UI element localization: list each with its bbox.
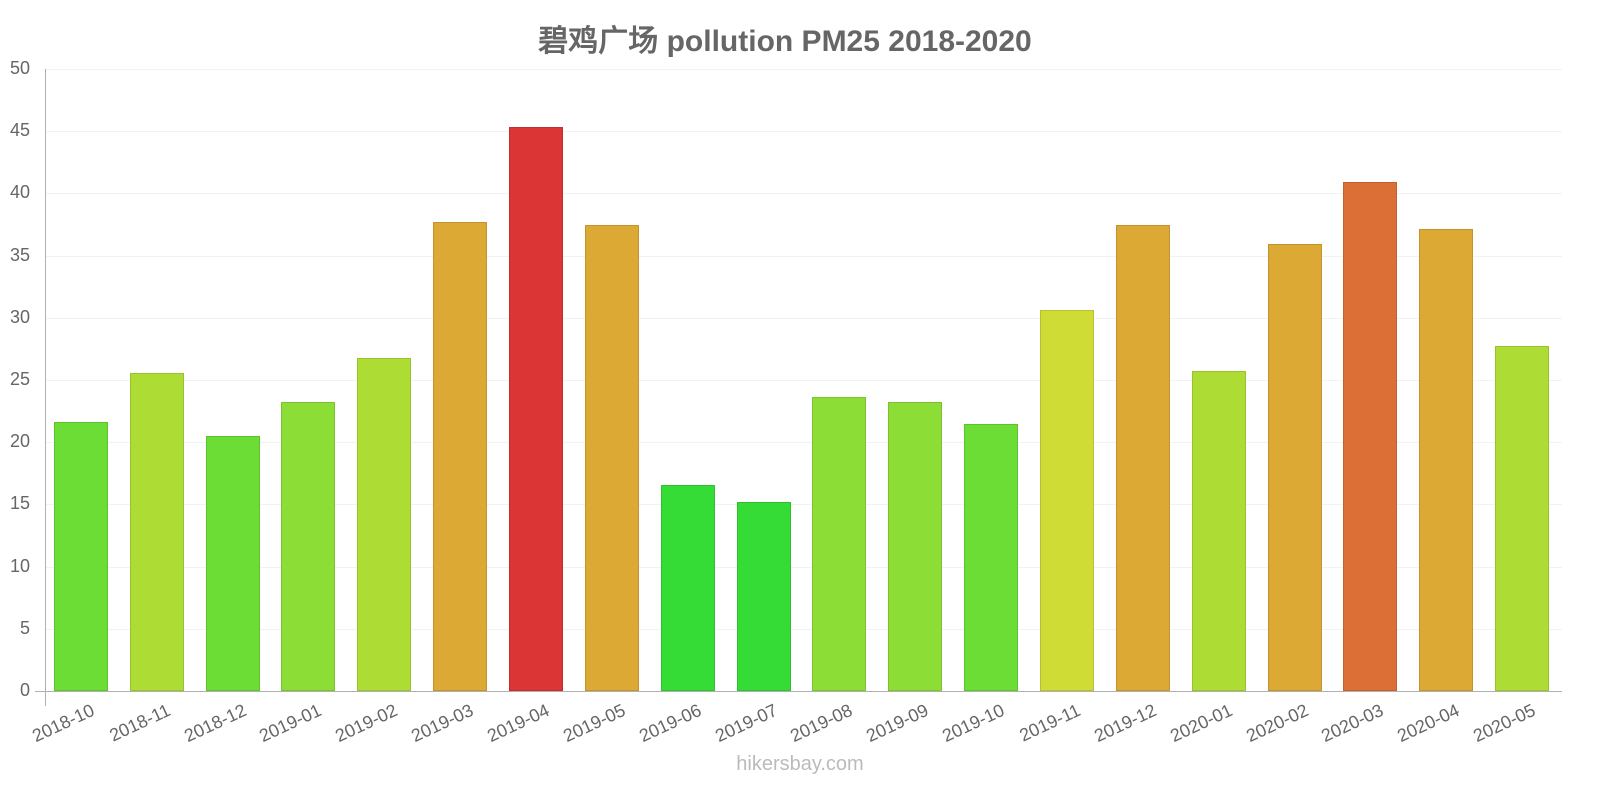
bar-2020-05[interactable] (1495, 346, 1550, 691)
x-tick-label: 2019-10 (939, 700, 1008, 747)
bar-2019-03[interactable] (433, 222, 488, 691)
bar-2019-04[interactable] (509, 127, 564, 691)
x-tick-label: 2020-04 (1394, 700, 1463, 747)
y-tick-label: 25 (9, 369, 30, 389)
gridline (45, 193, 1562, 195)
x-tick-label: 2018-11 (106, 700, 174, 746)
y-tick-label: 35 (9, 244, 30, 265)
bar-2020-01[interactable] (1191, 371, 1246, 691)
bar-2019-01[interactable] (281, 402, 336, 691)
x-tick-label: 2020-03 (1318, 700, 1387, 747)
x-axis-line (35, 691, 1562, 692)
plot-area (45, 69, 1562, 692)
x-tick-label: 2019-05 (560, 700, 629, 747)
x-tick-label: 2019-08 (787, 700, 856, 747)
bar-2020-03[interactable] (1343, 182, 1398, 691)
gridline (45, 504, 1562, 506)
x-tick-label: 2020-02 (1242, 700, 1311, 747)
gridline (45, 628, 1562, 630)
x-tick-label: 2019-09 (863, 700, 932, 747)
x-tick-label: 2019-02 (332, 700, 401, 747)
bar-2019-02[interactable] (357, 357, 412, 691)
gridline (45, 380, 1562, 381)
gridline (45, 69, 1562, 70)
x-tick-label: 2019-04 (484, 700, 553, 747)
x-tick-label: 2020-05 (1470, 700, 1539, 747)
bar-2019-11[interactable] (1039, 310, 1094, 691)
x-tick-label: 2019-07 (711, 700, 781, 747)
bar-2019-10[interactable] (964, 423, 1019, 691)
y-axis-line (45, 69, 46, 706)
bar-2019-12[interactable] (1115, 224, 1170, 691)
y-tick-label: 40 (9, 182, 30, 203)
gridline (45, 566, 1562, 568)
bar-2020-02[interactable] (1267, 244, 1322, 691)
y-tick-label: 45 (9, 120, 30, 141)
gridline (45, 131, 1562, 133)
bar-2019-08[interactable] (812, 397, 867, 691)
gridline (45, 255, 1562, 257)
x-tick-label: 2018-10 (29, 700, 98, 747)
x-tick-label: 2019-11 (1016, 700, 1084, 746)
x-tick-label: 2019-12 (1090, 700, 1160, 747)
y-tick-label: 5 (19, 617, 30, 638)
bar-2019-07[interactable] (736, 501, 791, 691)
watermark: hikersbay.com (736, 753, 864, 775)
x-tick-label: 2019-06 (635, 700, 705, 747)
bar-2018-11[interactable] (129, 372, 184, 691)
x-tick-label: 2020-01 (1166, 700, 1236, 747)
x-tick-label: 2019-01 (256, 700, 325, 747)
chart-title: 碧鸡广场 pollution PM25 2018-2020 (538, 25, 1032, 58)
y-tick-label: 15 (9, 493, 30, 514)
x-tick-label: 2019-03 (408, 700, 477, 747)
x-tick-label: 2018-12 (180, 700, 250, 747)
y-tick-label: 50 (9, 58, 30, 78)
bar-2018-12[interactable] (205, 435, 260, 691)
bar-2019-09[interactable] (888, 402, 943, 691)
y-tick-label: 10 (9, 555, 30, 576)
bar-2019-06[interactable] (660, 484, 715, 691)
y-tick-label: 20 (9, 431, 30, 452)
gridline (45, 442, 1562, 444)
bar-2018-10[interactable] (53, 422, 108, 691)
y-tick-label: 30 (9, 306, 30, 327)
y-tick-label: 0 (19, 680, 30, 700)
gridline (45, 317, 1562, 319)
bar-2019-05[interactable] (584, 224, 639, 691)
bar-2020-04[interactable] (1419, 229, 1474, 691)
